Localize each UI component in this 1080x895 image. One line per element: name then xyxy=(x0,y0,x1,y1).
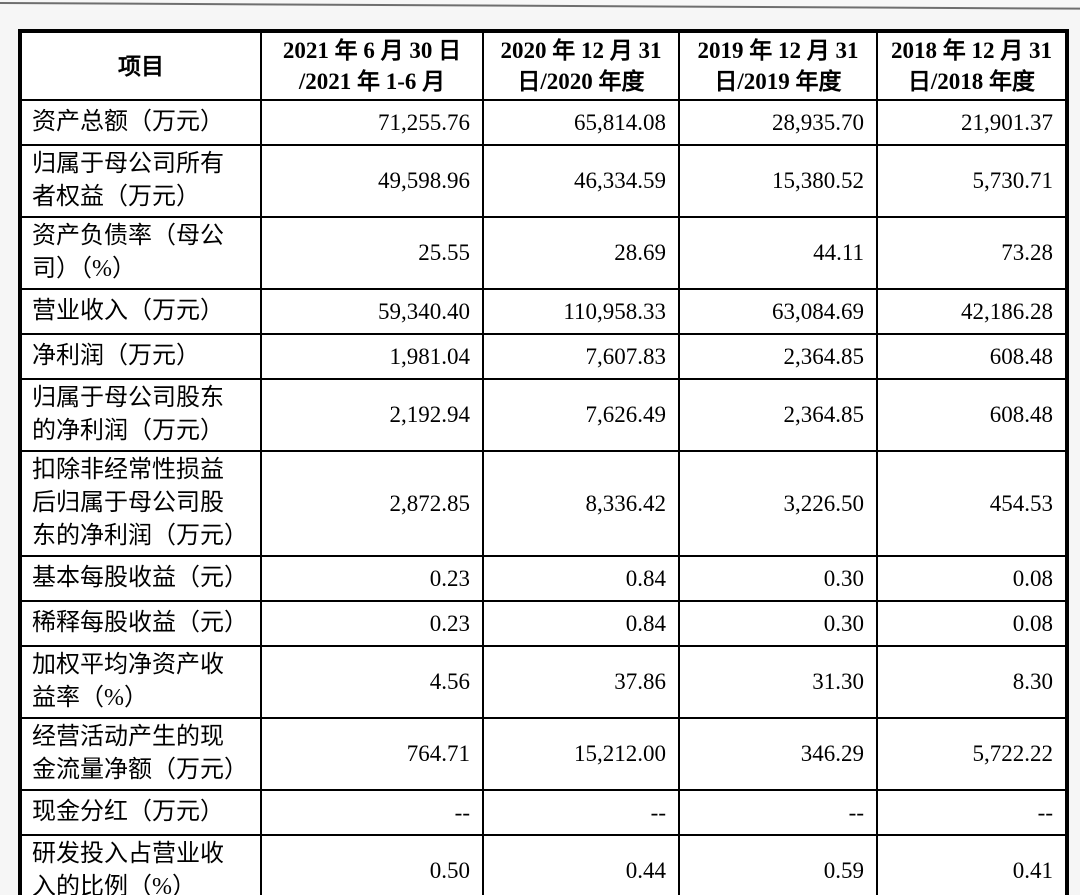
cell-value: 0.41 xyxy=(876,834,1068,895)
cell-value: 346.29 xyxy=(678,717,878,791)
cell-value: 21,901.37 xyxy=(876,99,1068,146)
cell-value: 110,958.33 xyxy=(482,288,680,335)
cell-value: -- xyxy=(876,789,1068,836)
column-header-2018: 2018 年 12 月 31 日/2018 年度 xyxy=(876,30,1068,101)
cell-value: 28.69 xyxy=(482,216,680,290)
cell-value: 73.28 xyxy=(876,216,1068,290)
cell-value: 0.84 xyxy=(482,600,680,647)
cell-value: 1,981.04 xyxy=(260,333,484,380)
table-row: 资产负债率（母公 司）（%） 25.55 28.69 44.11 73.28 xyxy=(19,216,1068,290)
cell-value: 2,364.85 xyxy=(678,333,878,380)
cell-value: 2,192.94 xyxy=(260,378,484,452)
table-row: 加权平均净资产收 益率（%） 4.56 37.86 31.30 8.30 xyxy=(19,645,1068,719)
cell-value: 2,364.85 xyxy=(678,378,878,452)
cell-value: 63,084.69 xyxy=(678,288,878,335)
column-header-2020: 2020 年 12 月 31 日/2020 年度 xyxy=(482,30,680,101)
cell-value: 608.48 xyxy=(876,378,1068,452)
row-label: 基本每股收益（元） xyxy=(19,555,262,602)
cropped-content-top-rule xyxy=(0,2,1080,10)
row-label: 资产总额（万元） xyxy=(19,99,262,146)
row-label: 稀释每股收益（元） xyxy=(19,600,262,647)
cell-value: 44.11 xyxy=(678,216,878,290)
cell-value: 0.08 xyxy=(876,555,1068,602)
table-row: 经营活动产生的现 金流量净额（万元） 764.71 15,212.00 346.… xyxy=(19,717,1068,791)
table-row: 营业收入（万元） 59,340.40 110,958.33 63,084.69 … xyxy=(19,288,1068,335)
table-row: 现金分红（万元） -- -- -- -- xyxy=(19,789,1068,836)
cell-value: 0.08 xyxy=(876,600,1068,647)
cell-value: 0.44 xyxy=(482,834,680,895)
column-header-2021: 2021 年 6 月 30 日 /2021 年 1-6 月 xyxy=(260,30,484,101)
cell-value: -- xyxy=(678,789,878,836)
row-label: 现金分红（万元） xyxy=(19,789,262,836)
cell-value: 0.30 xyxy=(678,600,878,647)
row-label: 资产负债率（母公 司）（%） xyxy=(19,216,262,290)
cell-value: 15,380.52 xyxy=(678,144,878,218)
row-label: 研发投入占营业收 入的比例（%） xyxy=(19,834,262,895)
cell-value: 46,334.59 xyxy=(482,144,680,218)
table-row: 扣除非经常性损益 后归属于母公司股 东的净利润（万元） 2,872.85 8,3… xyxy=(19,450,1068,557)
cell-value: 0.84 xyxy=(482,555,680,602)
financial-summary-table: 项目 2021 年 6 月 30 日 /2021 年 1-6 月 2020 年 … xyxy=(18,29,1069,895)
row-label: 经营活动产生的现 金流量净额（万元） xyxy=(19,717,262,791)
cell-value: 37.86 xyxy=(482,645,680,719)
table-row: 净利润（万元） 1,981.04 7,607.83 2,364.85 608.4… xyxy=(19,333,1068,380)
cell-value: 15,212.00 xyxy=(482,717,680,791)
cell-value: 0.30 xyxy=(678,555,878,602)
cell-value: 71,255.76 xyxy=(260,99,484,146)
cell-value: 42,186.28 xyxy=(876,288,1068,335)
table-row: 资产总额（万元） 71,255.76 65,814.08 28,935.70 2… xyxy=(19,99,1068,146)
table-row: 归属于母公司股东 的净利润（万元） 2,192.94 7,626.49 2,36… xyxy=(19,378,1068,452)
column-header-item: 项目 xyxy=(19,30,262,101)
cell-value: 3,226.50 xyxy=(678,450,878,557)
row-label: 归属于母公司所有 者权益（万元） xyxy=(19,144,262,218)
table-row: 稀释每股收益（元） 0.23 0.84 0.30 0.08 xyxy=(19,600,1068,647)
cell-value: 0.50 xyxy=(260,834,484,895)
row-label: 扣除非经常性损益 后归属于母公司股 东的净利润（万元） xyxy=(19,450,262,557)
cell-value: 2,872.85 xyxy=(260,450,484,557)
cell-value: 0.23 xyxy=(260,555,484,602)
cell-value: -- xyxy=(482,789,680,836)
cell-value: 608.48 xyxy=(876,333,1068,380)
cell-value: 65,814.08 xyxy=(482,99,680,146)
row-label: 归属于母公司股东 的净利润（万元） xyxy=(19,378,262,452)
row-label: 营业收入（万元） xyxy=(19,288,262,335)
cell-value: 454.53 xyxy=(876,450,1068,557)
cell-value: 31.30 xyxy=(678,645,878,719)
cell-value: 49,598.96 xyxy=(260,144,484,218)
cell-value: 764.71 xyxy=(260,717,484,791)
table-row: 基本每股收益（元） 0.23 0.84 0.30 0.08 xyxy=(19,555,1068,602)
table-row: 归属于母公司所有 者权益（万元） 49,598.96 46,334.59 15,… xyxy=(19,144,1068,218)
cell-value: 59,340.40 xyxy=(260,288,484,335)
cell-value: 8.30 xyxy=(876,645,1068,719)
table-row: 研发投入占营业收 入的比例（%） 0.50 0.44 0.59 0.41 xyxy=(19,834,1068,895)
cell-value: 0.59 xyxy=(678,834,878,895)
cell-value: 28,935.70 xyxy=(678,99,878,146)
row-label: 加权平均净资产收 益率（%） xyxy=(19,645,262,719)
row-label: 净利润（万元） xyxy=(19,333,262,380)
cell-value: 5,722.22 xyxy=(876,717,1068,791)
cell-value: 5,730.71 xyxy=(876,144,1068,218)
cell-value: 0.23 xyxy=(260,600,484,647)
column-header-2019: 2019 年 12 月 31 日/2019 年度 xyxy=(678,30,878,101)
cell-value: -- xyxy=(260,789,484,836)
cell-value: 25.55 xyxy=(260,216,484,290)
cell-value: 4.56 xyxy=(260,645,484,719)
cell-value: 7,626.49 xyxy=(482,378,680,452)
cell-value: 7,607.83 xyxy=(482,333,680,380)
cell-value: 8,336.42 xyxy=(482,450,680,557)
header-row: 项目 2021 年 6 月 30 日 /2021 年 1-6 月 2020 年 … xyxy=(19,30,1068,101)
